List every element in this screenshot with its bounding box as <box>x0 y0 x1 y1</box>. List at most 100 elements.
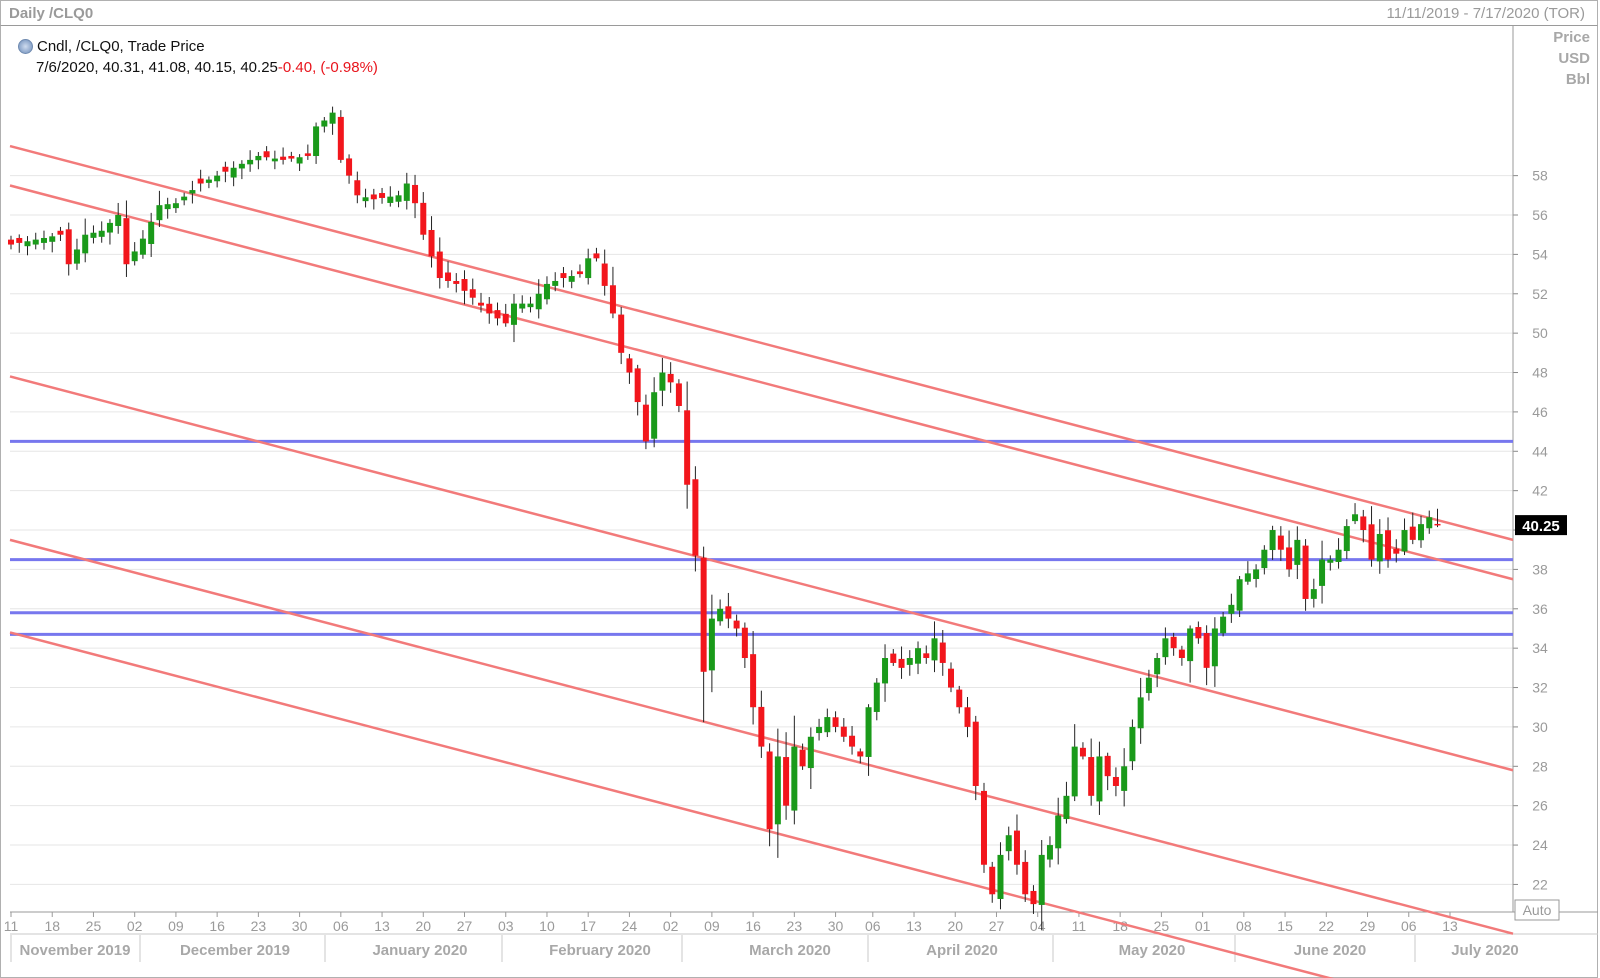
candle-body <box>469 289 476 298</box>
candle-body <box>1426 517 1433 529</box>
settings-gear-icon[interactable] <box>18 39 33 54</box>
candle-body <box>354 180 361 196</box>
y-tick-label: 36 <box>1532 601 1548 617</box>
candle-body <box>362 197 369 202</box>
candle-body <box>989 866 996 895</box>
candle-body <box>857 751 864 757</box>
candle-body <box>642 404 649 442</box>
candle-body <box>1030 890 1037 905</box>
candle-body <box>205 179 212 183</box>
candle-body <box>684 410 691 485</box>
x-day-label: 24 <box>622 918 638 934</box>
y-tick-label: 34 <box>1532 640 1548 656</box>
candle-body <box>263 151 270 158</box>
candle-body <box>296 157 303 164</box>
last-price-label: 40.25 <box>1522 518 1560 535</box>
y-unit-usd: USD <box>1558 50 1590 67</box>
candle-body <box>1360 516 1367 531</box>
candle-body <box>733 620 740 629</box>
candle-body <box>1418 524 1425 541</box>
candle-body <box>1409 526 1416 540</box>
candle-body <box>412 184 419 204</box>
channel-line <box>9 631 1334 978</box>
x-day-label: 15 <box>1277 918 1293 934</box>
y-unit-bbl: Bbl <box>1565 71 1590 88</box>
candle-body <box>1401 530 1408 552</box>
x-day-label: 30 <box>292 918 308 934</box>
x-month-label: February 2020 <box>549 942 651 959</box>
y-tick-label: 30 <box>1532 719 1548 735</box>
candle-body <box>824 717 831 733</box>
candle-body <box>1137 697 1144 729</box>
candle-body <box>337 116 344 160</box>
x-day-label: 01 <box>1195 918 1211 934</box>
candle-body <box>939 642 946 663</box>
candle-body <box>1013 830 1020 865</box>
candle-body <box>626 358 633 373</box>
candle-body <box>222 166 229 172</box>
x-day-label: 10 <box>539 918 555 934</box>
candle-body <box>40 237 47 243</box>
x-day-label: 13 <box>906 918 922 934</box>
y-tick-label: 50 <box>1532 325 1548 341</box>
x-month-label: January 2020 <box>372 942 467 959</box>
y-tick-label: 38 <box>1532 561 1548 577</box>
candle-body <box>906 658 913 665</box>
candle-body <box>1088 757 1095 796</box>
x-day-label: 29 <box>1360 918 1376 934</box>
candle-body <box>1228 604 1235 614</box>
candle-body <box>172 203 179 209</box>
candle-body <box>609 285 616 314</box>
candle-body <box>1096 756 1103 802</box>
candle-body <box>956 689 963 708</box>
auto-scale-box[interactable] <box>1514 899 1560 921</box>
candle-body <box>49 236 56 242</box>
x-day-label: 13 <box>374 918 390 934</box>
x-day-label: 03 <box>498 918 514 934</box>
x-day-label: 08 <box>1236 918 1252 934</box>
candle-body <box>16 237 23 243</box>
candle-body <box>1170 636 1177 649</box>
last-price-marker <box>1515 515 1567 536</box>
candle-body <box>791 746 798 811</box>
candle-body <box>1310 589 1317 599</box>
x-day-label: 16 <box>209 918 225 934</box>
candle-body <box>321 120 328 127</box>
candle-body <box>90 232 97 238</box>
candle-body <box>527 303 534 308</box>
candle-body <box>634 368 641 403</box>
x-day-label: 23 <box>787 918 803 934</box>
candle-body <box>931 638 938 661</box>
candle-body <box>395 195 402 202</box>
legend-series-label: Cndl, /CLQ0, Trade Price <box>37 38 205 55</box>
candle-body <box>519 303 526 309</box>
candle-body <box>1178 649 1185 659</box>
channel-line <box>9 144 1514 542</box>
candle-body <box>164 204 171 210</box>
x-day-label: 22 <box>1319 918 1335 934</box>
candle-body <box>585 258 592 279</box>
candle-body <box>329 112 336 124</box>
candle-body <box>1327 559 1334 563</box>
candle-body <box>1236 579 1243 611</box>
candle-body <box>593 253 600 259</box>
candle-body <box>453 280 460 284</box>
y-tick-label: 26 <box>1532 798 1548 814</box>
chart-title: Daily /CLQ0 <box>9 5 94 22</box>
x-day-label: 09 <box>168 918 184 934</box>
candle-body <box>576 271 583 275</box>
candle-body <box>1195 627 1202 639</box>
y-tick-label: 56 <box>1532 207 1548 223</box>
x-day-label: 18 <box>44 918 60 934</box>
candle-body <box>1203 633 1210 668</box>
x-month-label: April 2020 <box>926 942 998 959</box>
x-day-label: 25 <box>1154 918 1170 934</box>
candle-body <box>420 202 427 235</box>
candle-body <box>230 167 237 178</box>
x-day-label: 02 <box>127 918 143 934</box>
candle-body <box>1112 776 1119 786</box>
candle-body <box>214 175 221 182</box>
candle-body <box>1393 548 1400 554</box>
x-day-label: 17 <box>580 918 596 934</box>
